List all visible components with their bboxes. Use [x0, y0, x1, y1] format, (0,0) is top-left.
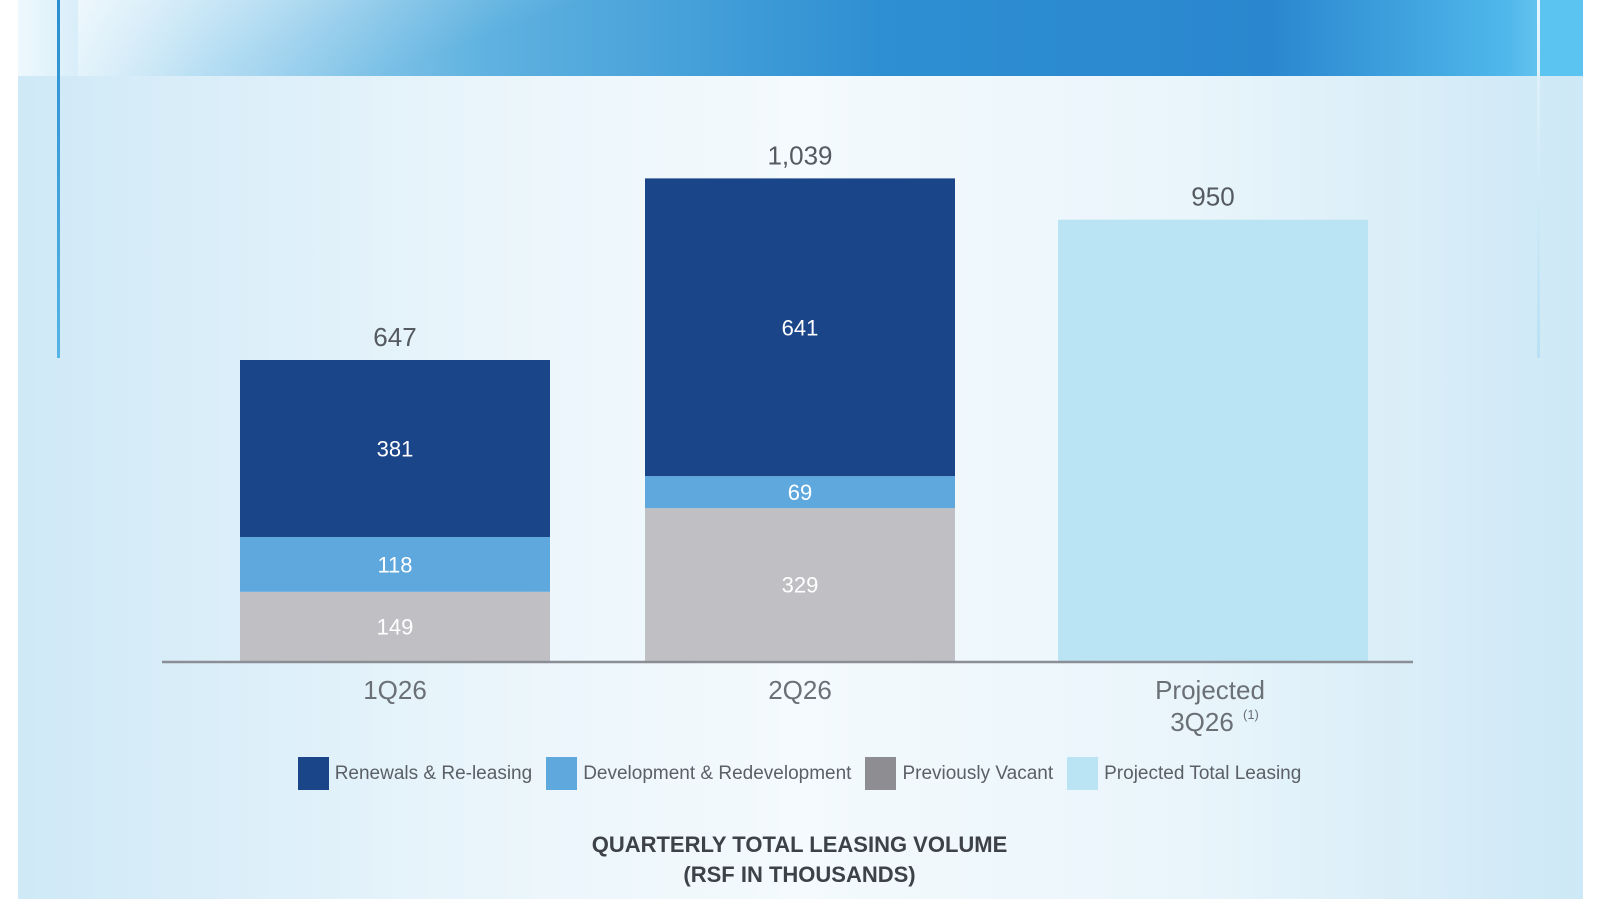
- banner-accent-strip: [1540, 0, 1583, 76]
- bar-2q26-development-redevelopment: [645, 476, 955, 509]
- bar-value-1q26-development-redevelopment: 118: [377, 552, 412, 577]
- bar-1q26-renewals-re-leasing: [240, 360, 550, 537]
- legend-swatch-renewals-re-leasing: [297, 757, 329, 790]
- x-tick-label-1q26-line-1: 1Q26: [363, 675, 427, 705]
- legend-label-development-redevelopment: Development & Redevelopment: [583, 762, 852, 784]
- legend-item-renewals-re-leasing: Renewals & Re-leasing: [297, 757, 533, 790]
- bar-value-1q26-previously-vacant: 149: [377, 614, 414, 639]
- chart-title-block: QUARTERLY TOTAL LEASING VOLUME (RSF IN T…: [0, 830, 1599, 890]
- chart-legend: Renewals & Re-leasing Development & Redev…: [0, 757, 1599, 790]
- legend-swatch-development-redevelopment: [546, 757, 578, 790]
- legend-label-projected-total-leasing: Projected Total Leasing: [1104, 762, 1302, 784]
- legend-item-development-redevelopment: Development & Redevelopment: [546, 757, 851, 790]
- bar-2q26-previously-vacant: [645, 508, 955, 661]
- legend-label-renewals-re-leasing: Renewals & Re-leasing: [334, 762, 533, 784]
- header-banner: [18, 0, 1583, 76]
- chart-subtitle: (RSF IN THOUSANDS): [683, 862, 916, 887]
- left-accent-rule: [57, 0, 60, 358]
- bar-1q26-development-redevelopment: [240, 536, 550, 592]
- x-tick-label-projected-3q26-line-1: Projected: [1155, 675, 1265, 705]
- footnote-marker-projected-3q26: (1): [1243, 707, 1259, 722]
- total-label-1q26: 647: [373, 322, 416, 352]
- legend-item-projected-total-leasing: Projected Total Leasing: [1067, 757, 1301, 790]
- banner-sheen: [78, 0, 598, 76]
- bar-2q26-renewals-re-leasing: [645, 178, 955, 477]
- x-tick-label-projected-3q26-line-2: 3Q26: [1170, 707, 1234, 737]
- total-label-projected-3q26: 950: [1191, 182, 1234, 212]
- legend-swatch-projected-total-leasing: [1067, 757, 1099, 790]
- legend-item-previously-vacant: Previously Vacant: [865, 757, 1053, 790]
- bar-value-2q26-previously-vacant: 329: [782, 573, 819, 598]
- bar-1q26-previously-vacant: [240, 591, 550, 661]
- x-tick-label-2q26-line-1: 2Q26: [768, 675, 832, 705]
- bar-value-2q26-renewals-re-leasing: 641: [782, 315, 819, 340]
- total-label-2q26: 1,039: [767, 140, 832, 170]
- bar-projected-3q26-projected-total-leasing: [1058, 219, 1368, 661]
- legend-label-previously-vacant: Previously Vacant: [902, 762, 1054, 784]
- legend-swatch-previously-vacant: [865, 757, 897, 790]
- bar-value-2q26-development-redevelopment: 69: [788, 480, 812, 505]
- bar-value-1q26-renewals-re-leasing: 381: [377, 436, 414, 461]
- stacked-bar-chart: 149 118 381 647 1Q26 329 69 641 1,039 2Q26 950 Proj…: [162, 140, 1413, 737]
- right-accent-rule: [1537, 0, 1540, 358]
- chart-title: QUARTERLY TOTAL LEASING VOLUME: [591, 832, 1008, 857]
